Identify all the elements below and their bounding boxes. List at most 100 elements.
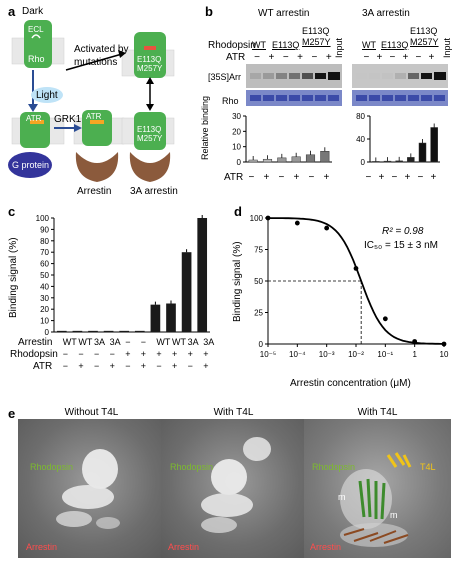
atr-sign: + <box>323 172 330 183</box>
arrestin-3a-shape <box>129 152 171 182</box>
input-band <box>328 72 340 80</box>
atr-bar-label: ATR <box>224 172 244 183</box>
ecl-label: ECL <box>28 25 44 34</box>
y-tick-label: 50 <box>40 271 49 280</box>
x-tick-label: 10 <box>440 350 449 359</box>
light-label: Light <box>36 90 58 101</box>
bar <box>197 218 208 332</box>
panel-label-d: d <box>234 204 242 219</box>
rhodopsin-helices <box>358 478 386 520</box>
condition-cell: − <box>78 349 84 359</box>
y-tick-label: 100 <box>36 214 50 223</box>
atr-sign: + <box>325 52 332 63</box>
rho-band <box>408 95 419 101</box>
atr-sign: − <box>389 52 396 63</box>
wt-arrestin-heading: WT arrestin <box>258 8 310 19</box>
panel-label-b: b <box>205 4 213 19</box>
blot-band <box>250 73 261 79</box>
atr-label-2: ATR <box>86 112 102 121</box>
e113q-3a-label: E113Q <box>137 125 162 134</box>
atr-signs-right: − + − + − + <box>360 52 438 63</box>
r2-annotation: R² = 0.98 <box>382 226 424 237</box>
panel-d-ylabel: Binding signal (%) <box>232 241 243 322</box>
y-tick-label: 80 <box>40 237 49 246</box>
atr-row-label: ATR <box>226 52 246 63</box>
ecl-curve-icon <box>31 34 41 39</box>
light-arrowhead-icon <box>28 104 38 112</box>
panel-label-a: a <box>8 4 16 19</box>
rhodopsin-grk1-shape <box>82 110 112 146</box>
arrestin-shape <box>75 152 119 182</box>
m257y-3a-label: M257Y <box>137 134 163 143</box>
down-arrowhead-icon <box>146 104 154 111</box>
rho-band <box>395 95 406 101</box>
em-arrestin-label-1: Arrestin <box>26 542 58 552</box>
mutant-e113q-label: E113Q <box>137 55 162 64</box>
x-tick-label: 10⁻³ <box>319 350 335 359</box>
y-tick-label: 0 <box>361 158 366 167</box>
rho-band <box>369 95 380 101</box>
atr-sign: + <box>404 172 411 183</box>
condition-cell: + <box>203 361 209 371</box>
bar <box>262 158 273 163</box>
bar <box>166 303 176 332</box>
bar <box>430 127 438 163</box>
western-blots <box>246 64 448 106</box>
y-tick-label: 90 <box>40 225 49 234</box>
condition-cell: − <box>156 361 162 371</box>
bar <box>134 330 145 332</box>
atr-sign: + <box>430 172 437 183</box>
e113q-m257y-col-left-2: M257Y <box>302 37 331 47</box>
bar <box>395 160 403 163</box>
relative-binding-ylabel: Relative binding <box>200 95 210 160</box>
x-tick-label: 10⁻¹ <box>377 350 393 359</box>
atr-sign: + <box>268 52 275 63</box>
bar <box>418 142 427 163</box>
panel-label-c: c <box>8 204 16 219</box>
blot-band <box>315 73 326 79</box>
x-tick-label: 10⁻² <box>348 350 364 359</box>
arrestin-label: Arrestin <box>77 186 112 197</box>
bar <box>383 160 392 163</box>
y-tick-label: 40 <box>356 135 365 144</box>
g-protein-label: G protein <box>12 160 50 170</box>
rhodopsin-dark-shape <box>24 20 52 68</box>
rho-band <box>421 95 432 101</box>
em-m-label-1: m <box>338 492 346 502</box>
atr-sign: + <box>402 52 409 63</box>
atr-sign: − <box>254 52 260 63</box>
ic50-annotation: IC₅₀ = 15 ± 3 nM <box>364 240 438 251</box>
grk1-label: GRK1 <box>54 114 82 125</box>
wt-col-right: WT <box>362 40 376 50</box>
em-title-3: With T4L <box>357 407 398 418</box>
atr-sign: + <box>293 172 300 183</box>
data-point <box>353 266 359 271</box>
atr-label-1: ATR <box>26 114 42 123</box>
rhodopsin-3a-shape <box>134 112 166 150</box>
blot-band <box>302 73 313 79</box>
em-title-1: Without T4L <box>64 407 119 418</box>
bar <box>119 330 130 332</box>
data-point <box>412 339 418 344</box>
rho-band <box>289 95 300 101</box>
condition-cell: − <box>62 349 69 359</box>
y-tick-label: 10 <box>232 143 241 152</box>
blot-band <box>289 73 300 79</box>
x-tick-label: 1 <box>412 350 417 359</box>
e113q-col-right: E113Q <box>381 40 409 50</box>
blot-band <box>408 73 419 79</box>
y-tick-label: 20 <box>232 127 241 136</box>
atr-sign: − <box>308 172 315 183</box>
bar <box>88 330 98 332</box>
light-glow <box>31 87 63 103</box>
condition-cell: + <box>172 361 178 371</box>
atr-chromophore-1 <box>30 120 44 124</box>
em-image-with-t4l <box>161 419 308 558</box>
grk1-arrowhead-icon <box>74 124 82 132</box>
condition-cell: WT <box>156 337 171 347</box>
em-image-without-t4l <box>18 419 165 558</box>
bar <box>320 151 330 163</box>
atr-bar-signs-right: − + − + − + <box>362 172 440 183</box>
condition-cell: 3A <box>187 337 199 347</box>
em-m-label-2: m <box>390 510 398 520</box>
